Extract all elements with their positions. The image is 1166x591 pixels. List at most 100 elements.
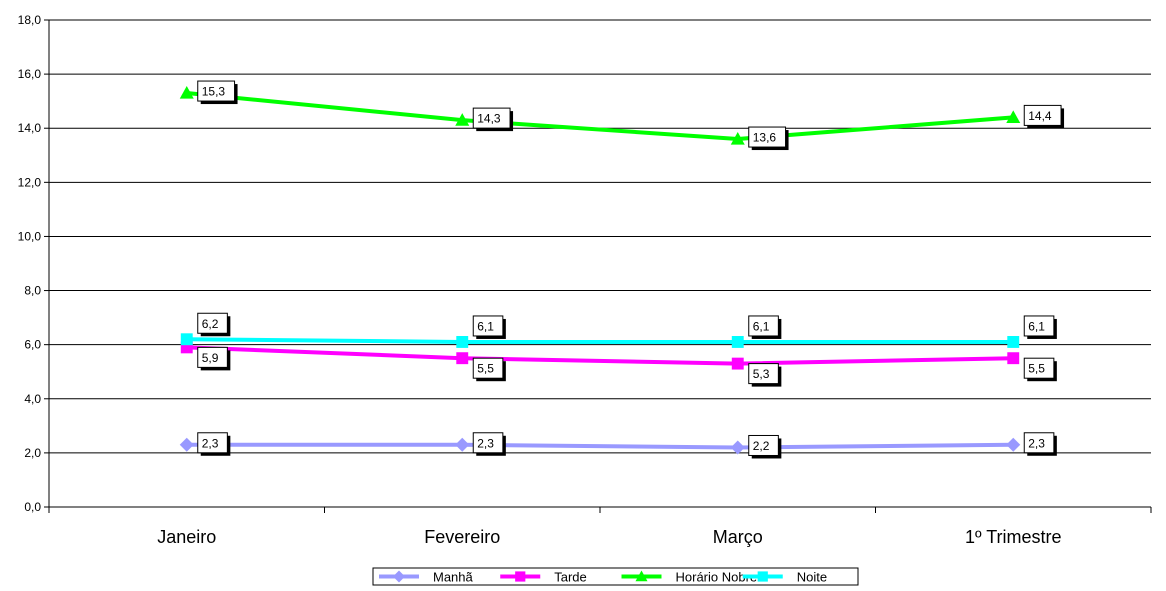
gridlines bbox=[49, 19, 1151, 454]
data-labels: 2,3 2,3 2,2 2,3 5,9 5,5 5,3 5,5 15,3 14,3 13,6 14,4… bbox=[197, 80, 1065, 459]
point bbox=[180, 333, 193, 346]
series-horário-nobre bbox=[179, 86, 1021, 145]
series-line bbox=[186, 442, 1014, 450]
data-label: 6,1 bbox=[1023, 315, 1057, 339]
data-label-text: 14,3 bbox=[477, 112, 501, 126]
data-label-box bbox=[472, 357, 504, 379]
legend-item: Horário Nobre bbox=[621, 570, 757, 585]
data-label: 6,2 bbox=[197, 312, 231, 337]
data-label-box bbox=[1023, 315, 1055, 337]
data-label-text: 14,4 bbox=[1028, 109, 1052, 123]
point bbox=[455, 113, 470, 126]
data-label: 5,9 bbox=[197, 346, 231, 371]
legend-box bbox=[372, 567, 859, 586]
data-label: 2,2 bbox=[748, 434, 782, 459]
series-tarde bbox=[180, 341, 1020, 370]
x-tick-label: Janeiro bbox=[157, 527, 216, 547]
point bbox=[456, 352, 469, 365]
point bbox=[1007, 352, 1020, 365]
point bbox=[1007, 336, 1020, 348]
data-label-text: 15,3 bbox=[202, 85, 226, 99]
data-label-text: 2,3 bbox=[1028, 436, 1045, 450]
data-label: 2,3 bbox=[1023, 432, 1057, 456]
data-label: 5,5 bbox=[472, 357, 506, 382]
point bbox=[731, 357, 744, 370]
y-tick-label: 2,0 bbox=[24, 446, 41, 460]
data-label-text: 2,3 bbox=[477, 436, 494, 450]
data-label-box bbox=[197, 432, 228, 454]
data-label-box bbox=[1023, 104, 1062, 126]
point bbox=[455, 437, 470, 452]
data-label-text: 6,1 bbox=[1028, 319, 1045, 333]
y-tick-label: 8,0 bbox=[24, 284, 41, 298]
data-label-box bbox=[472, 107, 511, 129]
legend-label: Tarde bbox=[554, 570, 587, 585]
legend-item: Manhã bbox=[379, 570, 474, 585]
point bbox=[456, 336, 469, 348]
x-tick-label: Março bbox=[713, 527, 763, 547]
y-tick-label: 12,0 bbox=[18, 175, 42, 189]
data-label-box bbox=[748, 126, 787, 148]
data-label: 2,3 bbox=[197, 432, 231, 456]
point bbox=[179, 437, 194, 452]
point bbox=[393, 570, 405, 583]
series-group bbox=[179, 86, 1021, 455]
series-line bbox=[186, 91, 1014, 142]
data-label-text: 6,1 bbox=[477, 319, 494, 333]
data-label-box bbox=[197, 80, 236, 102]
data-label: 2,3 bbox=[472, 432, 506, 456]
series-line bbox=[186, 337, 1014, 344]
data-label-text: 13,6 bbox=[753, 131, 777, 145]
data-label-box bbox=[748, 363, 779, 385]
data-label-text: 6,1 bbox=[753, 319, 770, 333]
x-tick-label: Fevereiro bbox=[424, 527, 500, 547]
point bbox=[731, 336, 744, 348]
data-label-box bbox=[1023, 357, 1055, 379]
point bbox=[180, 341, 193, 354]
data-label: 13,6 bbox=[748, 126, 789, 151]
y-tick-label: 6,0 bbox=[24, 338, 41, 352]
point bbox=[1006, 110, 1021, 123]
data-label-text: 5,5 bbox=[477, 362, 494, 376]
data-label-text: 2,2 bbox=[753, 439, 770, 453]
y-tick-label: 14,0 bbox=[18, 121, 42, 135]
legend-label: Noite bbox=[797, 570, 827, 585]
data-label: 5,3 bbox=[748, 363, 782, 387]
y-tick-label: 10,0 bbox=[18, 229, 42, 243]
data-label: 5,5 bbox=[1023, 357, 1057, 382]
data-label-text: 5,9 bbox=[202, 351, 219, 365]
point bbox=[730, 440, 745, 455]
data-label-box bbox=[197, 346, 228, 368]
data-label-box bbox=[748, 315, 779, 337]
data-label-box bbox=[1023, 432, 1055, 454]
y-tick-label: 18,0 bbox=[18, 13, 42, 27]
y-tick-label: 0,0 bbox=[24, 500, 41, 514]
point bbox=[730, 132, 745, 145]
point bbox=[515, 571, 526, 582]
series-line bbox=[186, 345, 1014, 366]
legend-item: Noite bbox=[742, 570, 827, 585]
data-label-text: 2,3 bbox=[202, 436, 219, 450]
data-label: 6,1 bbox=[748, 315, 782, 339]
data-label-box bbox=[472, 315, 504, 337]
axes: 0,0 2,0 4,0 6,0 8,0 10,0 12,0 14,0 16,0 18,0 Janei… bbox=[18, 13, 1152, 547]
legend: Manhã Tarde Horário Nobre Noite bbox=[372, 567, 859, 586]
point bbox=[1006, 437, 1021, 452]
data-label: 14,4 bbox=[1023, 104, 1065, 129]
y-tick-label: 16,0 bbox=[18, 67, 42, 81]
legend-label: Manhã bbox=[433, 570, 474, 585]
point bbox=[635, 570, 648, 582]
point bbox=[179, 86, 194, 99]
data-label-box bbox=[472, 432, 504, 454]
legend-item: Tarde bbox=[500, 570, 587, 585]
data-label-box bbox=[748, 434, 779, 456]
data-label: 6,1 bbox=[472, 315, 506, 339]
data-label: 14,3 bbox=[472, 107, 514, 132]
point bbox=[757, 571, 768, 582]
data-label-text: 5,3 bbox=[753, 367, 770, 381]
data-label-box bbox=[197, 312, 228, 334]
y-tick-label: 4,0 bbox=[24, 392, 41, 406]
x-tick-label: 1º Trimestre bbox=[965, 527, 1062, 547]
